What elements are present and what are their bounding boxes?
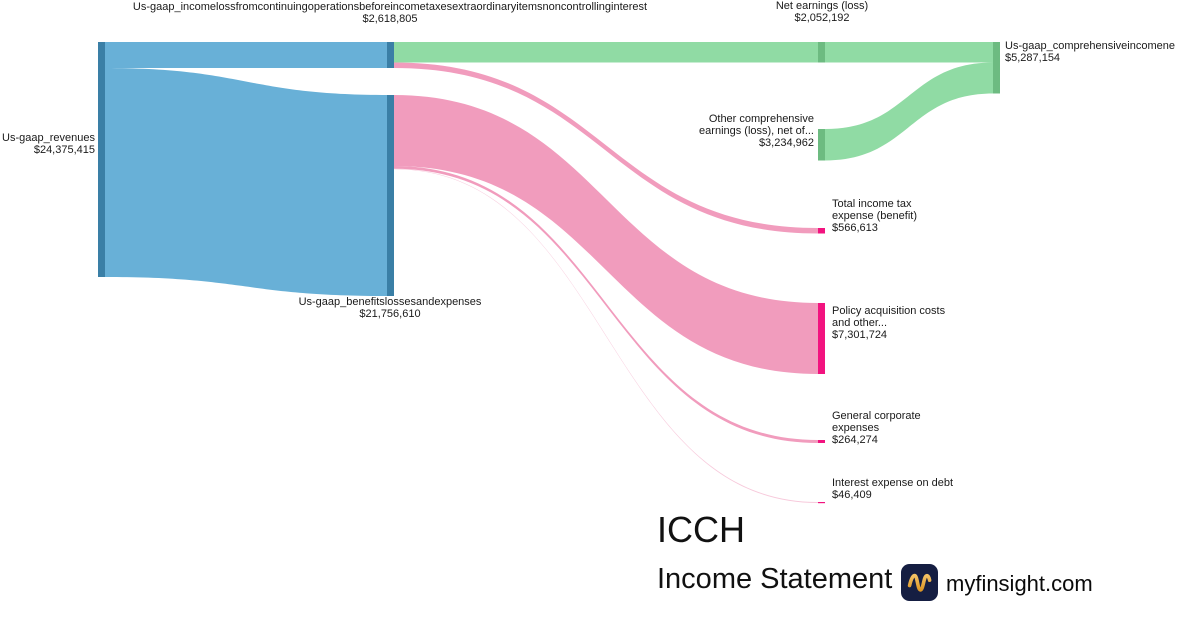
pulse-wave-icon [907,573,932,592]
label-revenues-value: $24,375,415 [33,143,95,156]
link-income-net-earnings [394,42,818,63]
label-policy-acquisition-value: $7,301,724 [832,328,888,341]
label-revenues: Us-gaap_revenues $24,375,415 [2,132,95,157]
label-general-corporate: General corporate expenses $264,274 [832,410,947,446]
label-net-earnings-name: Net earnings (loss) [775,0,869,12]
node-comprehensive [993,42,1000,94]
label-comprehensive-value: $5,287,154 [1005,51,1061,64]
ticker-title: ICCH [657,509,745,550]
label-income-value: $2,618,805 [362,12,418,25]
label-policy-acquisition-name: Policy acquisition costs and other... [832,305,946,329]
link-net-earnings-comprehensive [825,42,993,63]
label-comprehensive-name: Us-gaap_comprehensiveincomene [1005,40,1175,52]
label-general-corporate-name: General corporate expenses [832,410,921,434]
node-income [387,42,394,68]
node-interest-expense [818,502,825,504]
node-income-tax [818,228,825,234]
statement-title: Income Statement [657,563,893,595]
node-other-comprehensive [818,129,825,161]
sankey-links [105,42,993,504]
link-revenues-expenses [105,68,387,296]
label-interest-expense-value: $46,409 [832,488,872,501]
label-income: Us-gaap_incomelossfromcontinuingoperatio… [132,1,648,26]
label-interest-expense: Interest expense on debt $46,409 [832,477,1002,502]
label-income-tax: Total income tax expense (benefit) $566,… [832,198,952,234]
brand-name: myfinsight.com [946,571,1093,596]
link-revenues-income [105,42,387,68]
myfinsight-logo-icon [901,564,938,601]
label-interest-expense-name: Interest expense on debt [832,477,954,489]
label-expenses-name: Us-gaap_benefitslossesandexpenses [298,296,482,308]
label-expenses-value: $21,756,610 [359,307,421,320]
label-income-tax-name: Total income tax expense (benefit) [832,198,917,222]
node-general-corporate [818,440,825,443]
label-income-tax-value: $566,613 [832,221,878,234]
sankey-nodes [98,42,1000,504]
label-income-name: Us-gaap_incomelossfromcontinuingoperatio… [132,1,648,13]
label-revenues-name: Us-gaap_revenues [2,132,95,144]
link-expenses-interest-expense [394,168,818,504]
label-comprehensive: Us-gaap_comprehensiveincomene $5,287,154 [1005,40,1175,65]
node-policy-acquisition [818,303,825,374]
label-net-earnings: Net earnings (loss) $2,052,192 [775,0,869,25]
node-expenses [387,95,394,296]
label-other-comprehensive-name: Other comprehensive earnings (loss), net… [699,113,814,137]
label-general-corporate-value: $264,274 [832,433,878,446]
node-revenues [98,42,105,277]
label-net-earnings-value: $2,052,192 [794,11,850,24]
link-expenses-general-corporate [394,166,818,443]
node-net-earnings [818,42,825,63]
link-expenses-policy-acquisition [394,95,818,374]
label-other-comprehensive: Other comprehensive earnings (loss), net… [674,113,814,149]
label-policy-acquisition: Policy acquisition costs and other... $7… [832,305,952,341]
link-income-income-tax [394,62,818,234]
label-expenses: Us-gaap_benefitslossesandexpenses $21,75… [298,296,482,321]
link-other-comprehensive-comprehensive [825,62,993,161]
label-other-comprehensive-value: $3,234,962 [758,136,814,149]
